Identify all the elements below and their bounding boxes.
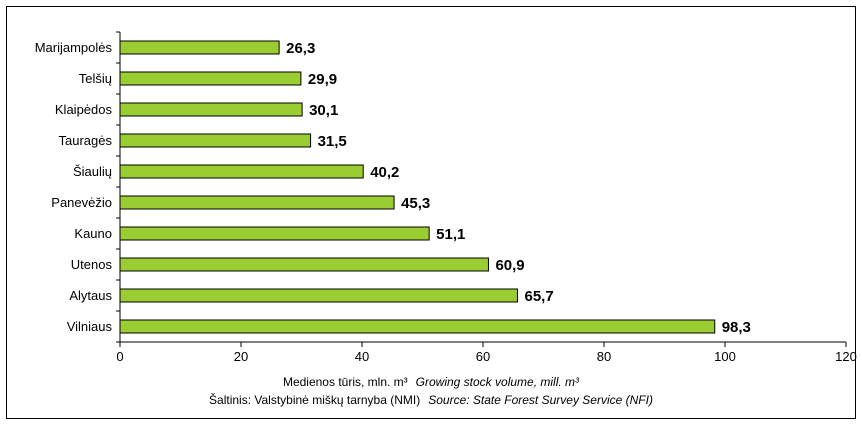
x-tick-label-3: 60 xyxy=(476,349,490,364)
bar-5 xyxy=(119,195,395,210)
bar-0 xyxy=(119,40,280,55)
category-label-7: Utenos xyxy=(71,257,113,272)
bar-7 xyxy=(119,257,489,272)
value-label-0: 26,3 xyxy=(286,40,315,57)
category-label-3: Tauragės xyxy=(59,133,113,148)
category-label-6: Kauno xyxy=(74,226,112,241)
source-caption: Šaltinis: Valstybinė miškų tarnyba (NMI)… xyxy=(209,392,653,407)
bar-4 xyxy=(119,164,364,179)
value-label-7: 60,9 xyxy=(495,257,524,274)
category-label-5: Panevėžio xyxy=(51,195,112,210)
x-axis-label-en: Growing stock volume, mill. m³ xyxy=(416,375,580,389)
x-tick-label-0: 0 xyxy=(116,349,123,364)
source-label: Šaltinis: Valstybinė miškų tarnyba (NMI) xyxy=(209,392,420,407)
bar-2 xyxy=(119,102,303,117)
category-label-0: Marijampolės xyxy=(35,40,113,55)
category-label-9: Vilniaus xyxy=(67,319,113,334)
x-axis-label: Medienos tūris, mln. m³ xyxy=(283,375,408,389)
value-label-1: 29,9 xyxy=(308,71,337,88)
value-label-4: 40,2 xyxy=(370,164,399,181)
bar-9 xyxy=(119,319,716,334)
bar-3 xyxy=(119,133,312,148)
x-tick-label-6: 120 xyxy=(835,349,857,364)
category-label-2: Klaipėdos xyxy=(55,102,113,117)
bars-group xyxy=(119,40,716,334)
value-label-9: 98,3 xyxy=(722,319,751,336)
labels-group: Marijampolės 26,3 Telšių 29,9 Klaipėdos 30,1 T… xyxy=(35,31,751,343)
bar-8 xyxy=(119,288,518,303)
value-label-5: 45,3 xyxy=(401,195,430,212)
value-label-6: 51,1 xyxy=(436,226,465,243)
x-tick-label-4: 80 xyxy=(597,349,611,364)
x-axis-caption: Medienos tūris, mln. m³ Growing stock vol… xyxy=(283,375,580,389)
category-label-8: Alytaus xyxy=(69,288,112,303)
x-tick-label-1: 20 xyxy=(234,349,248,364)
source-label-en: Source: State Forest Survey Service (NFI… xyxy=(428,393,653,407)
bar-6 xyxy=(119,226,430,241)
value-label-3: 31,5 xyxy=(318,133,347,150)
x-tick-label-2: 40 xyxy=(355,349,369,364)
category-label-4: Šiaulių xyxy=(73,164,112,179)
category-label-1: Telšių xyxy=(79,71,112,86)
value-label-2: 30,1 xyxy=(309,102,338,119)
x-ticks-group: 0 20 40 60 80 100 120 xyxy=(116,342,857,364)
x-tick-label-5: 100 xyxy=(714,349,736,364)
value-label-8: 65,7 xyxy=(524,288,553,305)
bar-1 xyxy=(119,71,302,86)
